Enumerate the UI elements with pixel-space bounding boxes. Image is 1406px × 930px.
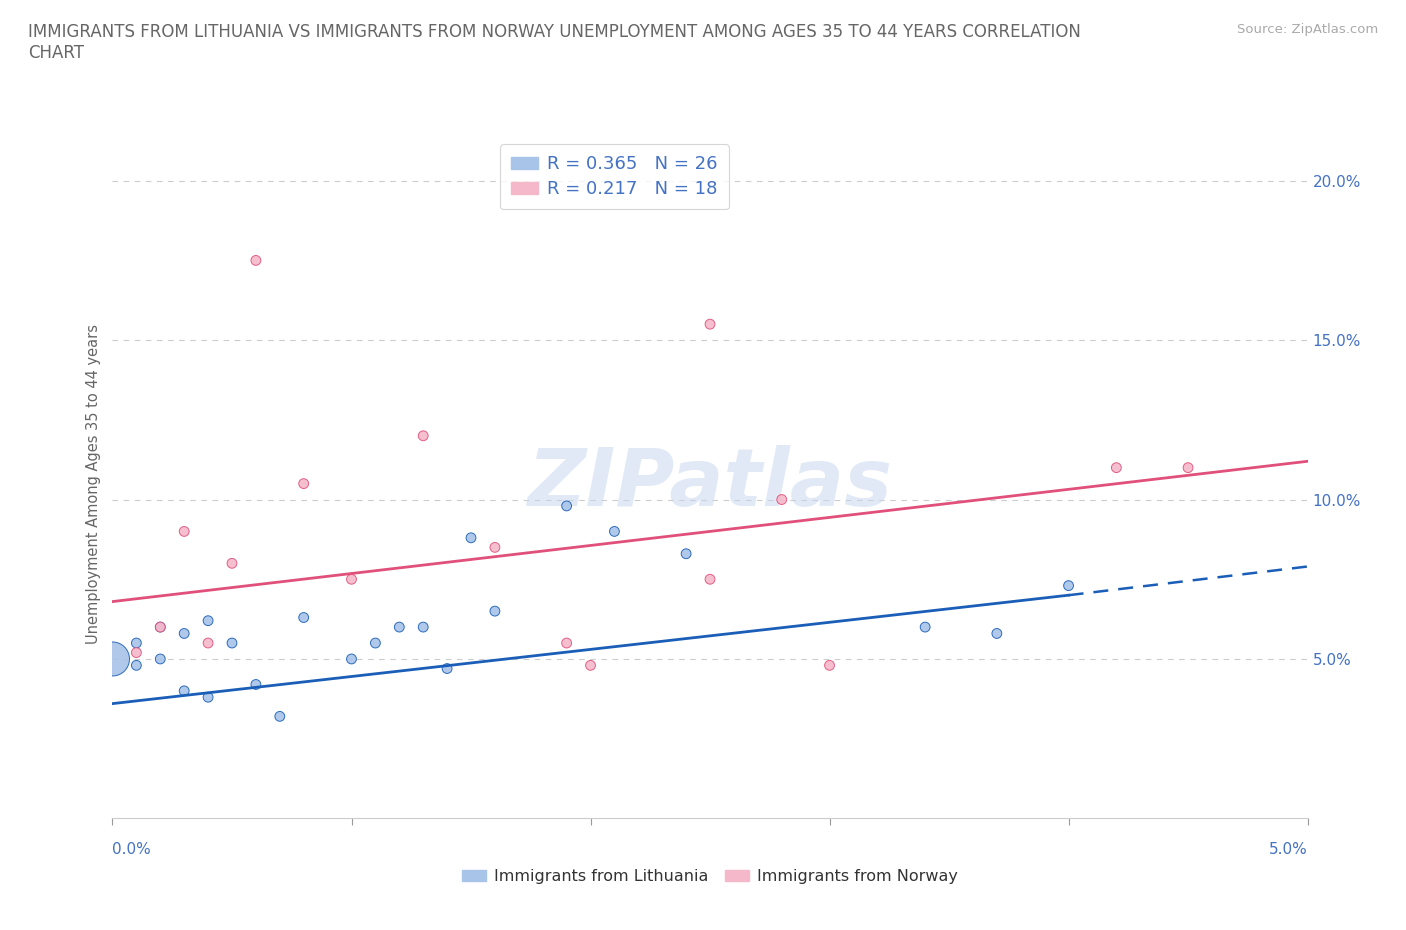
Point (555, 635, 578, 650)
Point (221, 635, 243, 650)
Legend: Immigrants from Lithuania, Immigrants from Norway: Immigrants from Lithuania, Immigrants fr… (456, 863, 965, 891)
Point (292, 610, 315, 625)
Point (1057, 578, 1080, 593)
Point (149, 652, 172, 667)
Point (149, 619, 172, 634)
Text: 0.0%: 0.0% (112, 842, 152, 857)
Point (197, 635, 219, 650)
Point (125, 635, 148, 650)
Point (412, 429, 434, 444)
Point (125, 645, 148, 660)
Point (484, 604, 506, 618)
Point (484, 540, 506, 555)
Point (699, 317, 721, 332)
Point (675, 546, 697, 561)
Point (173, 524, 195, 538)
Point (1105, 460, 1128, 475)
Point (364, 635, 387, 650)
Point (412, 619, 434, 634)
Point (245, 677, 267, 692)
Point (603, 524, 626, 538)
Text: Source: ZipAtlas.com: Source: ZipAtlas.com (1237, 23, 1378, 36)
Point (555, 498, 578, 513)
Text: ZIPatlas: ZIPatlas (527, 445, 893, 523)
Point (699, 572, 721, 587)
Point (914, 619, 936, 634)
Point (292, 476, 315, 491)
Point (197, 613, 219, 628)
Point (770, 492, 793, 507)
Point (269, 709, 291, 724)
Point (986, 626, 1008, 641)
Point (460, 530, 482, 545)
Text: 5.0%: 5.0% (1268, 842, 1308, 857)
Point (173, 684, 195, 698)
Y-axis label: Unemployment Among Ages 35 to 44 years: Unemployment Among Ages 35 to 44 years (86, 324, 101, 644)
Point (221, 556, 243, 571)
Point (101, 652, 124, 667)
Point (149, 619, 172, 634)
Text: CHART: CHART (28, 44, 84, 61)
Point (340, 572, 363, 587)
Point (340, 652, 363, 667)
Point (173, 626, 195, 641)
Point (125, 658, 148, 672)
Point (818, 658, 841, 672)
Text: IMMIGRANTS FROM LITHUANIA VS IMMIGRANTS FROM NORWAY UNEMPLOYMENT AMONG AGES 35 T: IMMIGRANTS FROM LITHUANIA VS IMMIGRANTS … (28, 23, 1081, 41)
Point (245, 253, 267, 268)
Point (1177, 460, 1199, 475)
Point (579, 658, 602, 672)
Point (388, 619, 411, 634)
Point (436, 661, 458, 676)
Point (197, 690, 219, 705)
